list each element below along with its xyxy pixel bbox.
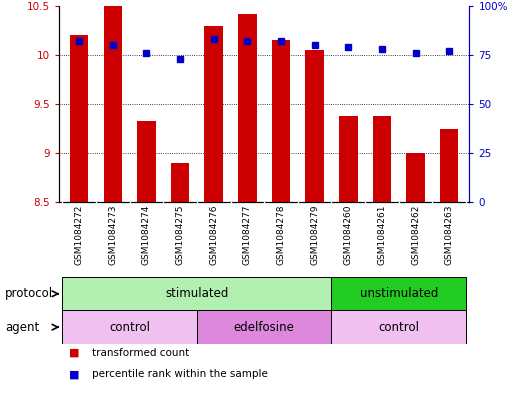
Bar: [339, 116, 358, 202]
Bar: [205, 26, 223, 202]
Text: GSM1084278: GSM1084278: [277, 205, 286, 265]
Text: ■: ■: [69, 369, 80, 379]
Bar: [331, 310, 466, 344]
Text: control: control: [378, 321, 419, 334]
Text: GSM1084277: GSM1084277: [243, 205, 252, 265]
Bar: [372, 116, 391, 202]
Text: percentile rank within the sample: percentile rank within the sample: [92, 369, 268, 379]
Text: GSM1084273: GSM1084273: [108, 205, 117, 265]
Bar: [305, 50, 324, 202]
Bar: [171, 163, 189, 202]
Text: ■: ■: [69, 348, 80, 358]
Text: GSM1084276: GSM1084276: [209, 205, 218, 265]
Text: GSM1084260: GSM1084260: [344, 205, 353, 265]
Bar: [238, 14, 256, 202]
Bar: [63, 277, 331, 310]
Text: GSM1084263: GSM1084263: [445, 205, 453, 265]
Text: transformed count: transformed count: [92, 348, 190, 358]
Bar: [137, 121, 156, 202]
Bar: [440, 129, 459, 202]
Text: control: control: [109, 321, 150, 334]
Bar: [63, 310, 197, 344]
Text: GSM1084261: GSM1084261: [378, 205, 386, 265]
Text: protocol: protocol: [5, 287, 53, 300]
Text: unstimulated: unstimulated: [360, 287, 438, 300]
Bar: [406, 153, 425, 202]
Text: GSM1084279: GSM1084279: [310, 205, 319, 265]
Bar: [104, 0, 122, 202]
Text: GSM1084262: GSM1084262: [411, 205, 420, 265]
Bar: [331, 277, 466, 310]
Bar: [272, 40, 290, 202]
Bar: [197, 310, 331, 344]
Text: agent: agent: [5, 321, 40, 334]
Bar: [70, 35, 88, 202]
Text: GSM1084275: GSM1084275: [175, 205, 185, 265]
Text: edelfosine: edelfosine: [234, 321, 294, 334]
Text: GSM1084272: GSM1084272: [75, 205, 84, 265]
Text: GSM1084274: GSM1084274: [142, 205, 151, 265]
Text: stimulated: stimulated: [165, 287, 229, 300]
